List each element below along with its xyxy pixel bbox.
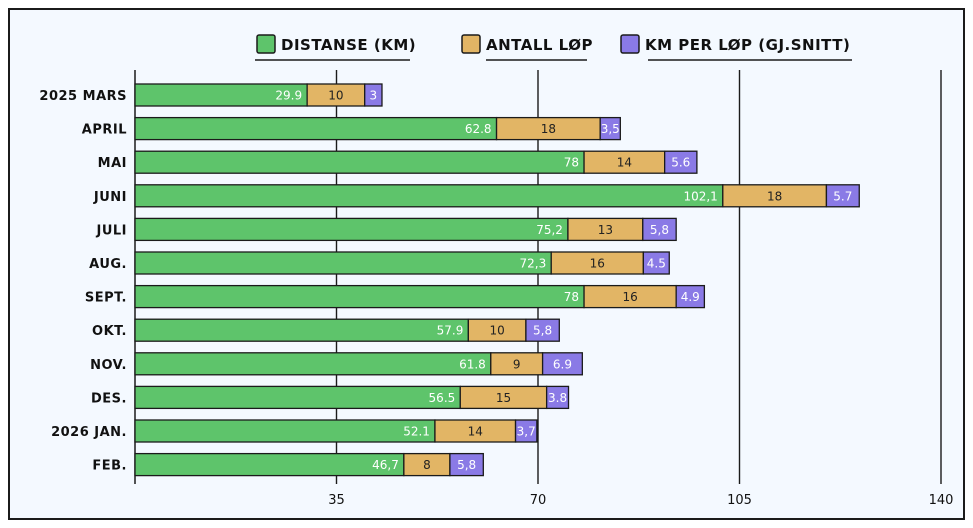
bar-value-label: 61.8	[459, 357, 486, 371]
bar-value-label: 10	[328, 89, 343, 103]
bar-value-label: 4.5	[647, 257, 666, 271]
bar-segment-km-per-lop	[514, 419, 538, 443]
bar-value-label: 14	[468, 425, 483, 439]
category-labels: 2025 MARS APRIL MAI JUNI JULI AUG. SEPT. OKT. NO…	[39, 89, 127, 474]
bar-value-label: 5.7	[833, 189, 852, 203]
category-label: OKT.	[92, 324, 127, 339]
bar-value-label: 6.9	[553, 357, 572, 371]
bar-segment-distanse	[134, 452, 405, 477]
bar-value-label: 78	[564, 290, 579, 304]
legend-label: KM PER LØP (GJ.SNITT)	[645, 36, 850, 54]
bar-segment-distanse	[134, 251, 552, 275]
x-tick-label: 70	[530, 493, 547, 508]
bar-value-label: 15	[496, 391, 511, 405]
bar-value-label: 46,7	[372, 458, 399, 472]
bar-value-label: 5,8	[533, 324, 552, 338]
legend-label: DISTANSE (KM)	[281, 36, 416, 54]
category-label: 2026 JAN.	[51, 425, 127, 440]
stacked-bar-chart: 35 70 105 140 29.9 10 3 62.8 18 3,5 78 14 5.6 102,1 1…	[39, 34, 953, 508]
bar-value-label: 10	[489, 324, 504, 338]
bar-value-label: 75,2	[536, 223, 563, 237]
bar-value-label: 72,3	[520, 257, 547, 271]
category-label: JULI	[95, 223, 127, 238]
category-label: SEPT.	[85, 291, 127, 306]
bar-segment-km-per-lop	[541, 352, 583, 376]
legend-swatch	[461, 34, 481, 54]
bar-value-label: 5,8	[457, 458, 476, 472]
bar-value-label: 102,1	[683, 189, 717, 203]
bar-segment-distanse	[134, 217, 569, 242]
bar-value-label: 18	[767, 189, 782, 203]
category-label: DES.	[91, 391, 127, 406]
bar-segment-km-per-lop	[642, 251, 670, 275]
bar-value-label: 14	[617, 156, 632, 170]
bar-segment-km-per-lop	[664, 150, 698, 174]
legend-swatch	[620, 34, 640, 54]
bar-value-label: 57.9	[437, 324, 464, 338]
bar-segment-distanse	[134, 385, 461, 410]
bar-value-label: 3.8	[548, 391, 567, 405]
bar-segment-distanse	[134, 318, 469, 342]
category-label: FEB.	[92, 459, 127, 474]
bar-value-label: 62.8	[465, 122, 492, 136]
bar-segment-km-per-lop	[642, 217, 677, 242]
bar-value-label: 78	[564, 156, 579, 170]
bar-value-label: 16	[590, 257, 605, 271]
bar-value-label: 56.5	[429, 391, 456, 405]
bar-value-label: 16	[622, 290, 637, 304]
legend-swatch	[256, 34, 276, 54]
bar-segment-km-per-lop	[525, 318, 560, 342]
x-tick-label: 140	[929, 493, 954, 508]
category-label: AUG.	[89, 257, 127, 272]
bar-value-label: 29.9	[275, 89, 302, 103]
legend: DISTANSE (KM) ANTALL LØP KM PER LØP (GJ.SN…	[255, 34, 852, 61]
bar-value-label: 3,5	[601, 122, 620, 136]
bar-value-label: 5.6	[671, 156, 690, 170]
chart-frame: 35 70 105 140 29.9 10 3 62.8 18 3,5 78 14 5.6 102,1 1…	[8, 8, 965, 520]
category-label: 2025 MARS	[39, 89, 127, 104]
x-tick-label: 105	[727, 493, 752, 508]
bar-segment-km-per-lop	[599, 116, 621, 141]
bar-segment-km-per-lop	[675, 284, 706, 309]
bars: 29.9 10 3 62.8 18 3,5 78 14 5.6 102,1 18 5.7 75,2 13 5…	[134, 83, 860, 477]
category-label: JUNI	[93, 190, 127, 205]
legend-label: ANTALL LØP	[486, 36, 593, 54]
bar-segment-distanse	[134, 116, 498, 141]
x-tick-label: 35	[328, 493, 345, 508]
bar-segment-distanse	[134, 419, 436, 443]
bar-segment-distanse	[134, 352, 492, 376]
bar-value-label: 13	[598, 223, 613, 237]
x-axis: 35 70 105 140	[328, 493, 953, 508]
bar-value-label: 3	[370, 89, 378, 103]
bar-segment-km-per-lop	[364, 83, 383, 107]
bar-segment-km-per-lop	[545, 385, 570, 410]
category-label: NOV.	[90, 358, 127, 373]
bar-value-label: 4.9	[681, 290, 700, 304]
bar-value-label: 5,8	[650, 223, 669, 237]
bar-value-label: 8	[423, 458, 431, 472]
bar-value-label: 52.1	[403, 425, 430, 439]
bar-value-label: 9	[513, 357, 521, 371]
bar-value-label: 18	[541, 122, 556, 136]
bar-segment-km-per-lop	[449, 452, 484, 477]
category-label: MAI	[98, 156, 127, 171]
bar-segment-distanse	[134, 284, 585, 309]
bar-segment-km-per-lop	[825, 184, 860, 208]
bar-segment-distanse	[134, 150, 585, 174]
bar-value-label: 3,7	[517, 425, 536, 439]
category-label: APRIL	[82, 123, 127, 138]
bar-segment-distanse	[134, 184, 724, 208]
